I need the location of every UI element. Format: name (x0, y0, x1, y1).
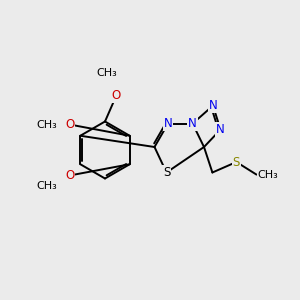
Text: CH₃: CH₃ (96, 68, 117, 79)
Text: N: N (188, 117, 197, 130)
Text: O: O (65, 169, 74, 182)
Text: N: N (216, 123, 225, 136)
Text: CH₃: CH₃ (36, 181, 57, 191)
Text: S: S (163, 166, 170, 179)
Text: S: S (233, 155, 240, 169)
Text: O: O (65, 118, 74, 131)
Text: N: N (164, 117, 172, 130)
Text: CH₃: CH₃ (257, 169, 278, 180)
Text: CH₃: CH₃ (36, 119, 57, 130)
Text: O: O (112, 89, 121, 102)
Text: N: N (208, 99, 217, 112)
